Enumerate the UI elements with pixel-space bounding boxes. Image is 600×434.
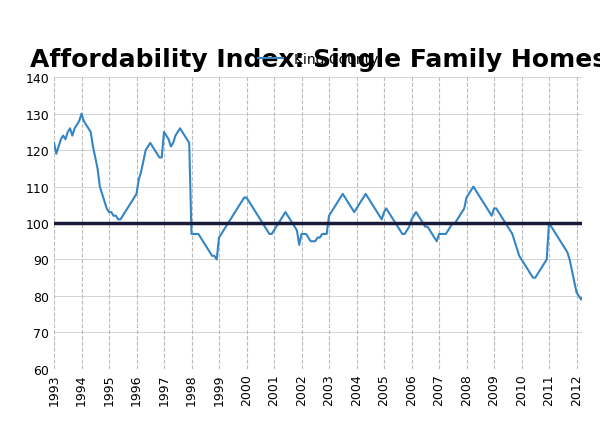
Title: Affordability Index: Single Family Homes: Affordability Index: Single Family Homes	[29, 48, 600, 72]
Legend: King County: King County	[252, 47, 384, 72]
